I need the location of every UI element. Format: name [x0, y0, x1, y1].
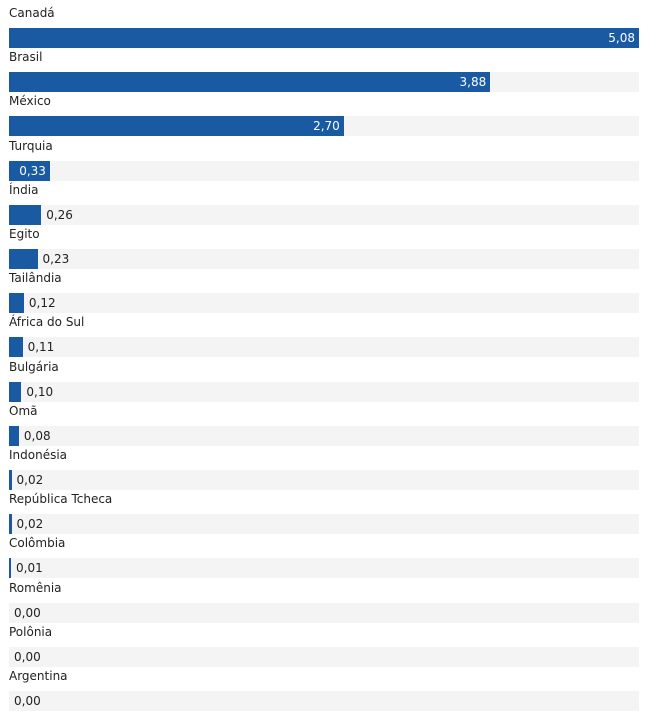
category-label: Canadá — [9, 6, 55, 20]
category-label: África do Sul — [9, 315, 85, 330]
value-label: 0,02 — [16, 517, 44, 532]
bar-row: Argentina 0,00 — [9, 668, 639, 712]
category-label: República Tcheca — [9, 492, 113, 507]
bar-track: 0,23 — [9, 249, 639, 269]
category-label: Colômbia — [9, 536, 66, 551]
bar-track: 5,08 — [9, 28, 639, 48]
bar — [9, 249, 38, 269]
category-label: Argentina — [9, 669, 68, 683]
bar-row: Egito 0,23 — [9, 226, 639, 270]
bar-row: Omã 0,08 — [9, 403, 639, 447]
value-label: 0,08 — [23, 428, 51, 443]
bar — [9, 28, 639, 48]
category-label: Indonésia — [9, 448, 68, 462]
category-label: México — [9, 94, 51, 109]
bar — [9, 72, 491, 93]
bar-track: 0,00 — [9, 602, 639, 623]
category-label: Omã — [9, 403, 38, 418]
bar-row: África do Sul 0,11 — [9, 314, 639, 358]
value-label: 0,00 — [14, 649, 41, 664]
bar-track: 2,70 — [9, 116, 639, 137]
bar-row: Canadá 5,08 — [9, 5, 639, 49]
bar — [9, 337, 23, 358]
value-label: 0,00 — [14, 694, 41, 708]
bar — [9, 381, 22, 402]
category-label: Turquia — [9, 138, 53, 153]
bar-track: 0,00 — [9, 646, 639, 667]
bar — [9, 470, 12, 490]
category-label: Brasil — [9, 50, 43, 65]
bar — [9, 160, 50, 181]
bar-row: Bulgária 0,10 — [9, 359, 639, 403]
bar-track: 0,10 — [9, 381, 639, 402]
value-label: 5,08 — [608, 31, 636, 45]
bar-track: 3,88 — [9, 72, 639, 93]
bar-track: 0,00 — [9, 691, 639, 711]
bar-row: Romênia 0,00 — [9, 580, 639, 624]
value-label: 0,23 — [42, 252, 70, 266]
bar — [9, 204, 42, 225]
bar-row: Indonésia 0,02 — [9, 447, 639, 491]
value-label: 0,02 — [16, 473, 44, 487]
value-label: 0,11 — [27, 340, 55, 355]
bar-row: Polônia 0,00 — [9, 624, 639, 668]
value-label: 0,01 — [16, 561, 43, 576]
category-label: Índia — [9, 182, 39, 197]
bar-row: Tailândia 0,12 — [9, 270, 639, 314]
bar-track: 0,33 — [9, 160, 639, 181]
bar-row: Brasil 3,88 — [9, 49, 639, 93]
bar-row: Colômbia 0,01 — [9, 535, 639, 579]
category-label: Tailândia — [9, 271, 62, 286]
bar-track: 0,08 — [9, 425, 639, 446]
category-label: Bulgária — [9, 359, 59, 374]
bar-track: 0,02 — [9, 514, 639, 535]
bar — [9, 293, 24, 314]
bar-track: 0,11 — [9, 337, 639, 358]
value-label: 0,10 — [26, 384, 54, 399]
bar-row: República Tcheca 0,02 — [9, 491, 639, 535]
value-label: 3,88 — [459, 75, 487, 90]
bar-track: 0,12 — [9, 293, 639, 314]
bar-track: 0,02 — [9, 470, 639, 490]
bar — [9, 425, 19, 446]
bar-track: 0,26 — [9, 204, 639, 225]
value-label: 0,00 — [14, 605, 41, 620]
bar-row: Índia 0,26 — [9, 182, 639, 226]
category-label: Romênia — [9, 580, 62, 595]
category-label: Egito — [9, 227, 40, 241]
bar-row: Turquia 0,33 — [9, 138, 639, 182]
bar-row: México 2,70 — [9, 93, 639, 137]
bar — [9, 558, 11, 579]
value-label: 0,12 — [28, 296, 56, 311]
bar — [9, 514, 12, 535]
value-label: 0,33 — [19, 163, 46, 178]
bar-track: 0,01 — [9, 558, 639, 579]
value-label: 0,26 — [46, 207, 73, 222]
category-label: Polônia — [9, 624, 53, 639]
bar — [9, 116, 344, 137]
value-label: 2,70 — [313, 119, 340, 134]
